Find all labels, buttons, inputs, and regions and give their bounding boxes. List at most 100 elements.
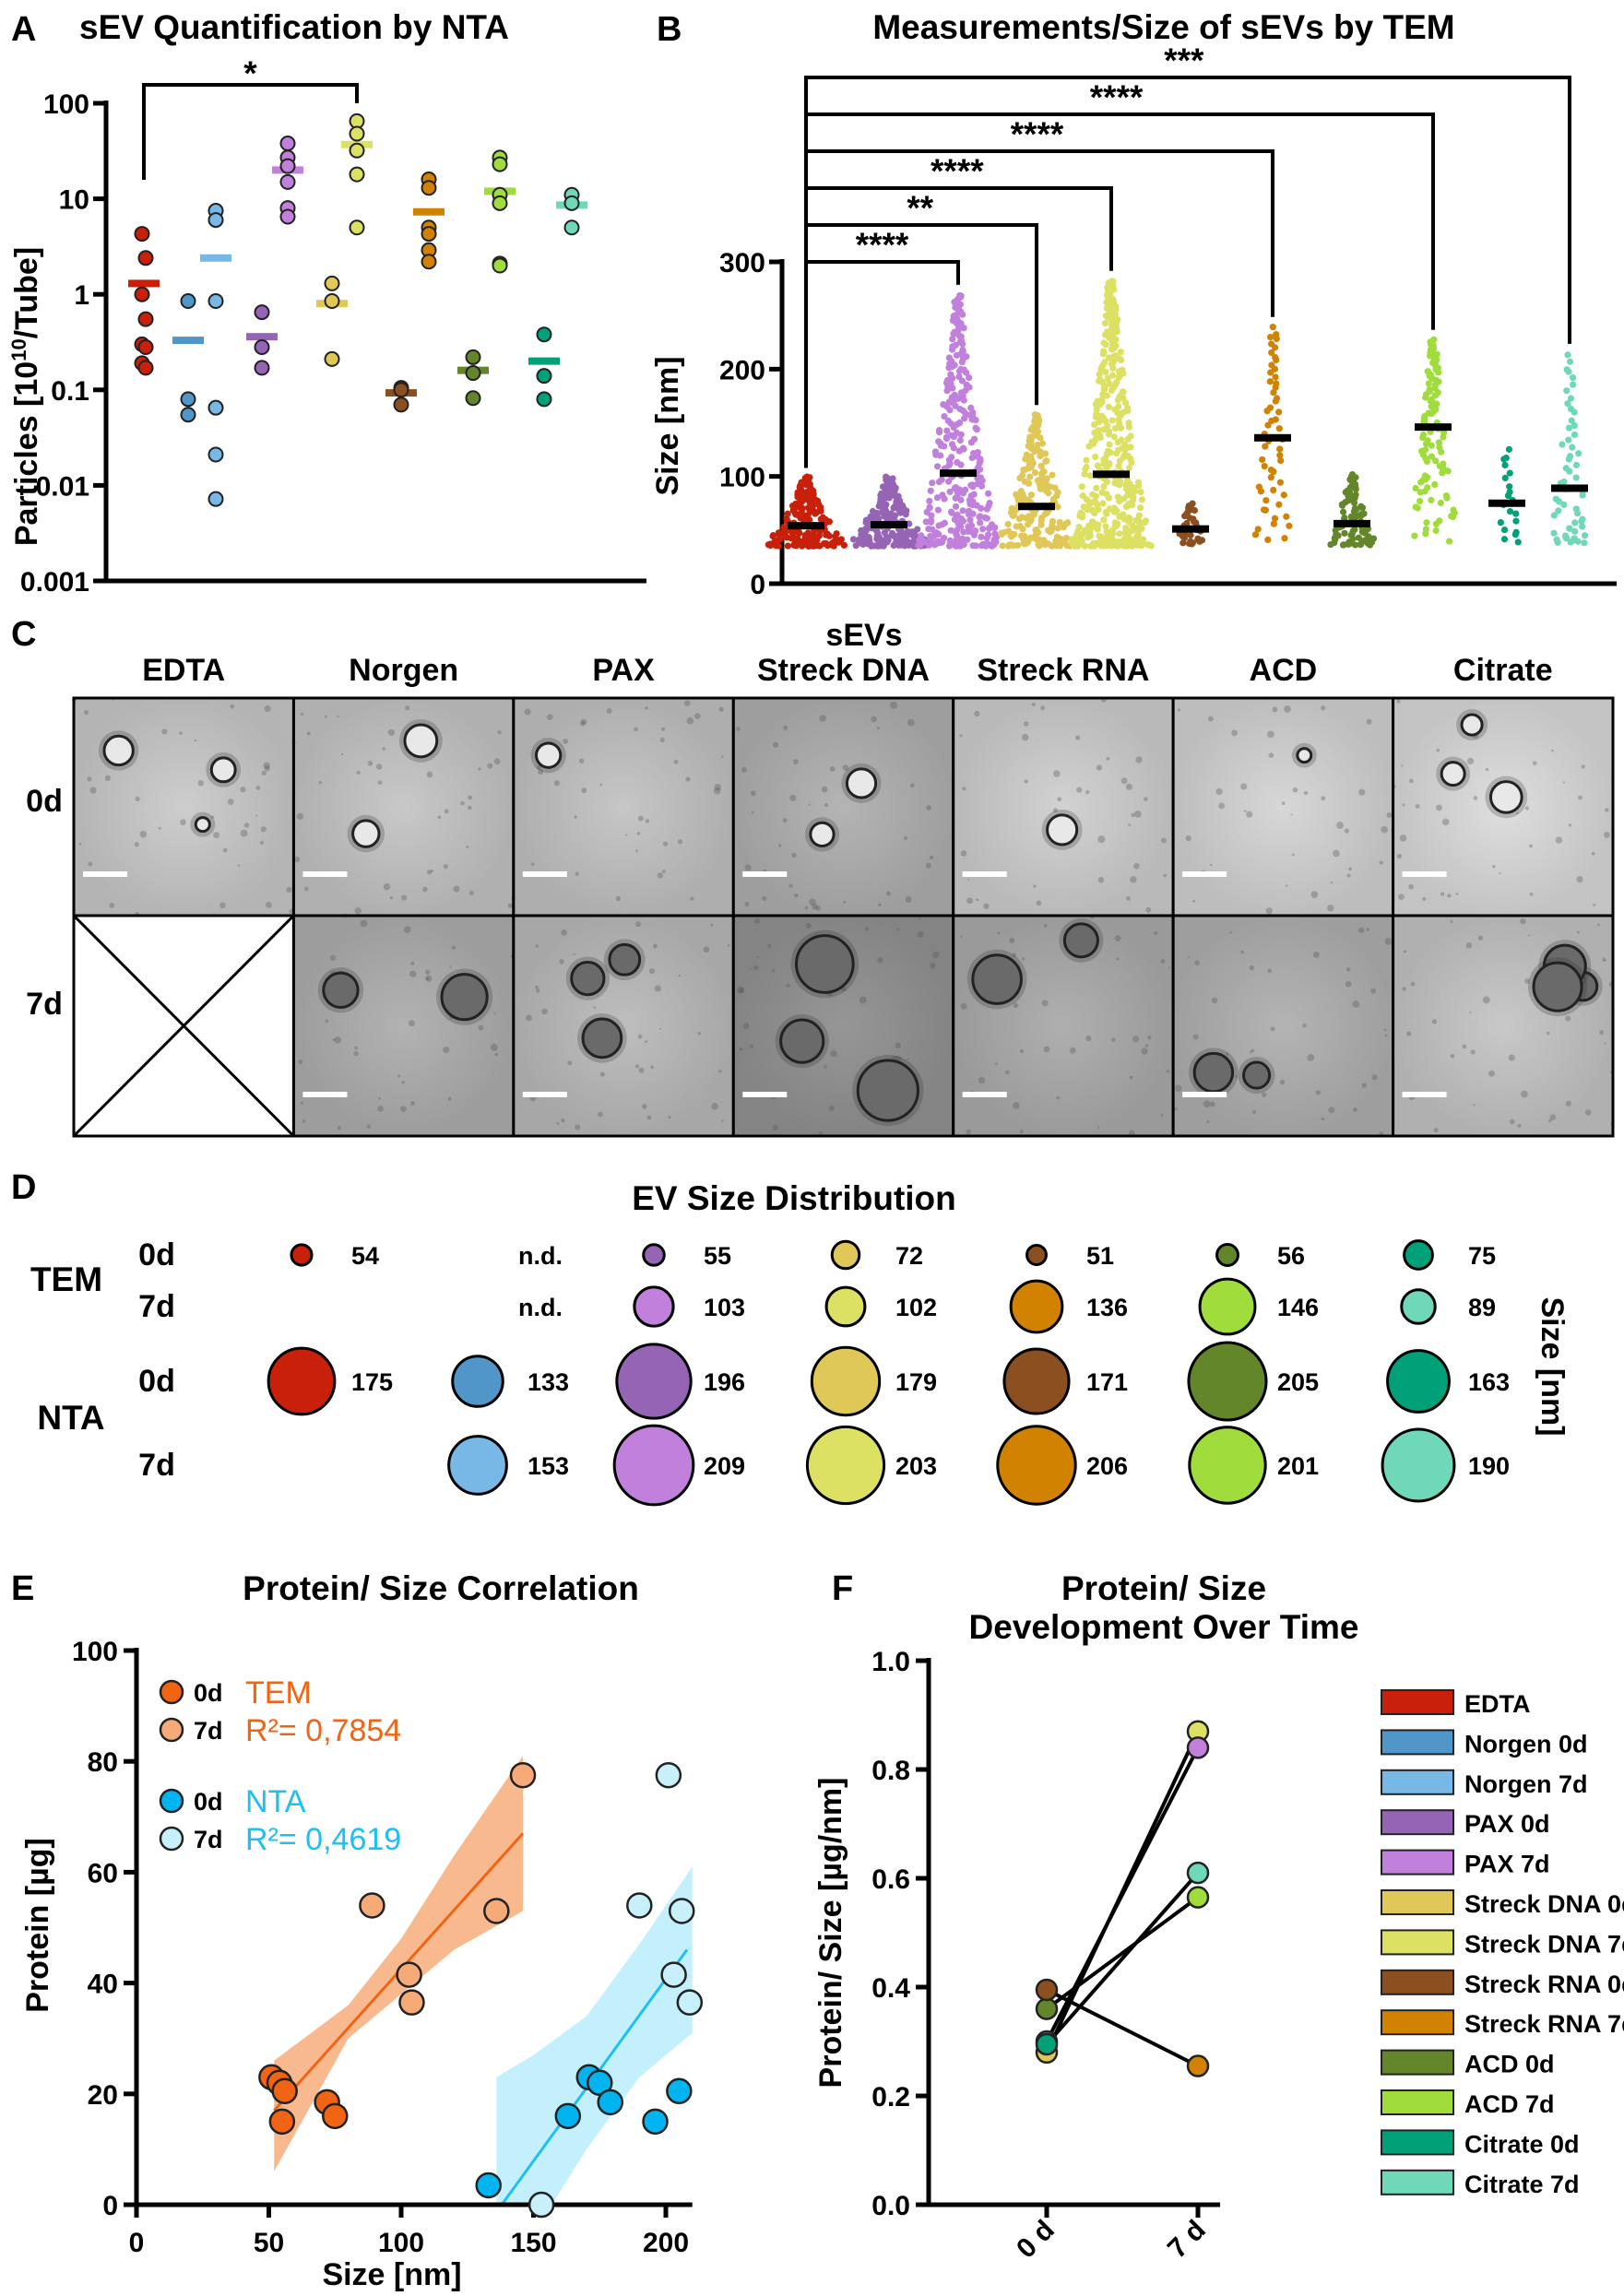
speck xyxy=(561,1118,565,1123)
data-point xyxy=(888,529,896,538)
speck xyxy=(642,1104,647,1109)
confidence-band xyxy=(496,1866,693,2205)
data-point xyxy=(554,2102,582,2130)
speck xyxy=(437,815,442,820)
data-point xyxy=(946,537,954,544)
speck xyxy=(318,781,322,785)
micrograph xyxy=(1171,696,1395,917)
data-point xyxy=(1124,404,1132,411)
data-point xyxy=(1571,431,1579,439)
micrograph-shading xyxy=(74,698,294,916)
data-point xyxy=(935,427,943,434)
speck xyxy=(408,1020,415,1027)
speck xyxy=(575,1124,581,1130)
speck xyxy=(1005,1070,1010,1075)
data-point xyxy=(840,541,848,549)
data-point xyxy=(883,473,890,480)
size-value: 89 xyxy=(1468,1294,1496,1321)
x-tick-label: 150 xyxy=(510,2228,556,2258)
speck xyxy=(1462,1044,1467,1049)
speck xyxy=(1106,756,1110,761)
data-point xyxy=(1579,523,1586,530)
data-point xyxy=(1550,529,1558,537)
speck xyxy=(410,961,415,965)
speck xyxy=(661,727,666,731)
speck xyxy=(637,815,644,822)
speck xyxy=(1175,1084,1182,1092)
center-line xyxy=(246,333,278,341)
speck xyxy=(329,954,337,961)
data-point xyxy=(1425,380,1432,387)
speck xyxy=(567,1060,573,1066)
data-point xyxy=(972,424,979,432)
data-point xyxy=(1286,522,1293,529)
row-label: 7d xyxy=(138,1448,175,1483)
micrograph-shading xyxy=(1173,916,1393,1136)
x-axis-label: Size [nm] xyxy=(322,2257,461,2292)
speck xyxy=(494,1052,499,1057)
speck xyxy=(579,758,585,763)
speck xyxy=(782,818,788,823)
speck xyxy=(580,720,586,727)
speck xyxy=(1353,1107,1357,1112)
data-point xyxy=(1110,433,1118,441)
speck xyxy=(673,759,679,764)
speck xyxy=(1361,1083,1367,1088)
speck xyxy=(1249,1050,1252,1054)
data-point xyxy=(1100,516,1108,524)
data-point xyxy=(1102,312,1110,320)
data-point xyxy=(951,391,958,398)
micrograph-shading xyxy=(293,916,514,1136)
data-point xyxy=(1127,432,1134,440)
speck xyxy=(646,1115,652,1120)
speck xyxy=(819,715,826,722)
speck xyxy=(793,759,799,764)
data-point xyxy=(1428,453,1435,460)
data-point xyxy=(1276,452,1284,459)
data-point xyxy=(948,454,955,461)
data-point xyxy=(940,401,947,408)
data-point xyxy=(1121,441,1129,448)
data-point xyxy=(1283,513,1290,520)
legend-swatch xyxy=(1381,1969,1454,1995)
data-point xyxy=(528,2191,555,2219)
data-point xyxy=(1555,507,1562,515)
speck xyxy=(401,1081,405,1084)
data-point xyxy=(668,1898,695,1924)
speck xyxy=(648,968,656,975)
scale-bar xyxy=(962,871,1007,877)
micrograph xyxy=(952,696,1175,917)
row-label: 0d xyxy=(138,1364,175,1399)
data-point xyxy=(947,371,954,378)
data-point xyxy=(207,293,224,310)
speck xyxy=(1431,1019,1438,1024)
speck xyxy=(302,1119,306,1123)
speck xyxy=(337,715,339,717)
data-point xyxy=(1266,404,1274,411)
speck xyxy=(829,765,836,772)
cell-border xyxy=(1392,914,1615,1138)
data-point xyxy=(949,336,956,343)
data-point xyxy=(1341,515,1348,522)
data-point xyxy=(926,503,933,511)
speck xyxy=(818,1130,824,1136)
data-point xyxy=(279,136,296,152)
data-point xyxy=(1369,535,1378,542)
speck xyxy=(300,1101,303,1105)
size-value: 102 xyxy=(895,1294,937,1321)
size-bubble xyxy=(824,1285,867,1328)
series-line xyxy=(1045,1871,1200,2046)
data-point xyxy=(1497,519,1504,527)
speck xyxy=(930,963,936,969)
speck xyxy=(1345,967,1351,972)
speck xyxy=(1396,853,1403,859)
speck xyxy=(966,1129,972,1135)
data-point xyxy=(421,254,437,270)
speck xyxy=(1410,981,1416,987)
speck xyxy=(1499,871,1501,874)
speck xyxy=(1279,1079,1286,1085)
data-point xyxy=(1106,441,1113,448)
significance-label: **** xyxy=(931,152,984,190)
speck xyxy=(296,812,303,821)
